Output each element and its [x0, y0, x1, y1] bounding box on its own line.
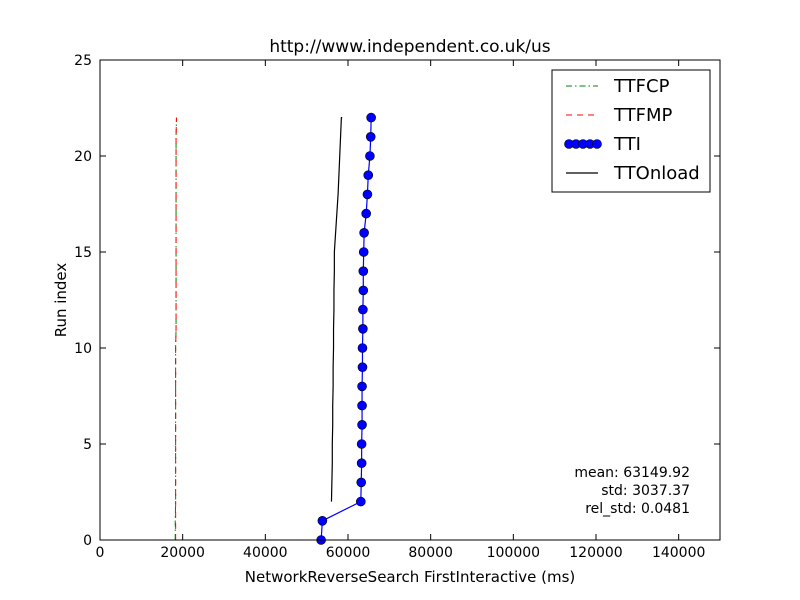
x-tick-label: 80000: [408, 545, 453, 561]
tti-marker: [362, 189, 373, 200]
tti-marker: [358, 323, 368, 334]
legend-label-ttfmp: TTFMP: [613, 105, 673, 126]
x-axis-label: NetworkReverseSearch FirstInteractive (m…: [245, 568, 576, 586]
tti-marker: [356, 439, 367, 449]
series-line-ttfmp: [175, 117, 177, 540]
tti-marker: [358, 266, 369, 277]
tti-marker: [357, 400, 367, 411]
y-tick-label: 20: [74, 149, 92, 165]
stat-mean: mean: 63149.92: [574, 465, 690, 481]
chart-title: http://www.independent.co.uk/us: [269, 37, 550, 57]
legend-label-ttonload: TTOnload: [613, 163, 700, 184]
y-tick-label: 10: [74, 341, 92, 357]
tti-marker: [357, 419, 367, 430]
tti-marker: [366, 112, 376, 123]
y-tick-label: 5: [83, 437, 92, 453]
tti-marker: [317, 515, 328, 526]
x-tick-label: 100000: [487, 545, 540, 561]
tti-marker: [358, 285, 369, 296]
tti-marker: [356, 477, 367, 488]
legend-label-tti: TTI: [613, 134, 641, 155]
x-tick-label: 40000: [243, 545, 288, 561]
x-tick-label: 60000: [326, 545, 371, 561]
tti-marker: [357, 362, 368, 373]
stats-annotation: mean: 63149.92 std: 3037.37 rel_std: 0.0…: [574, 465, 690, 517]
legend-box: [551, 69, 711, 193]
tti-marker: [356, 458, 367, 469]
tti-marker: [356, 496, 366, 507]
tti-marker: [357, 381, 367, 392]
tti-marker: [365, 151, 375, 161]
tti-marker: [361, 208, 371, 219]
tti-marker: [365, 132, 376, 142]
series-layer: [174, 112, 376, 545]
legend: TTFCP TTFMP TTI TTOnload: [551, 69, 711, 193]
tti-marker: [358, 304, 368, 315]
y-tick-label: 0: [83, 533, 92, 549]
plot-frame: [99, 59, 721, 541]
x-tick-label: 120000: [569, 545, 622, 561]
y-tick-label: 15: [74, 245, 92, 261]
x-tick-label: 0: [96, 545, 105, 561]
stat-std: std: 3037.37: [601, 483, 690, 499]
tti-marker: [357, 343, 368, 353]
ticks-layer: 0 20000 40000 60000 80000 100000 120000 140000 0…: [74, 53, 720, 561]
tti-marker: [363, 170, 374, 180]
tti-marker: [358, 247, 369, 257]
x-tick-label: 20000: [160, 545, 205, 561]
y-axis-label: Run index: [52, 263, 70, 338]
x-tick-label: 140000: [652, 545, 705, 561]
series-line-ttonload: [330, 116, 343, 502]
stat-rel-std: rel_std: 0.0481: [585, 501, 690, 517]
tti-marker: [359, 228, 369, 238]
y-tick-label: 25: [74, 53, 92, 69]
legend-marker: [592, 139, 602, 149]
legend-label-ttfcp: TTFCP: [613, 76, 670, 97]
